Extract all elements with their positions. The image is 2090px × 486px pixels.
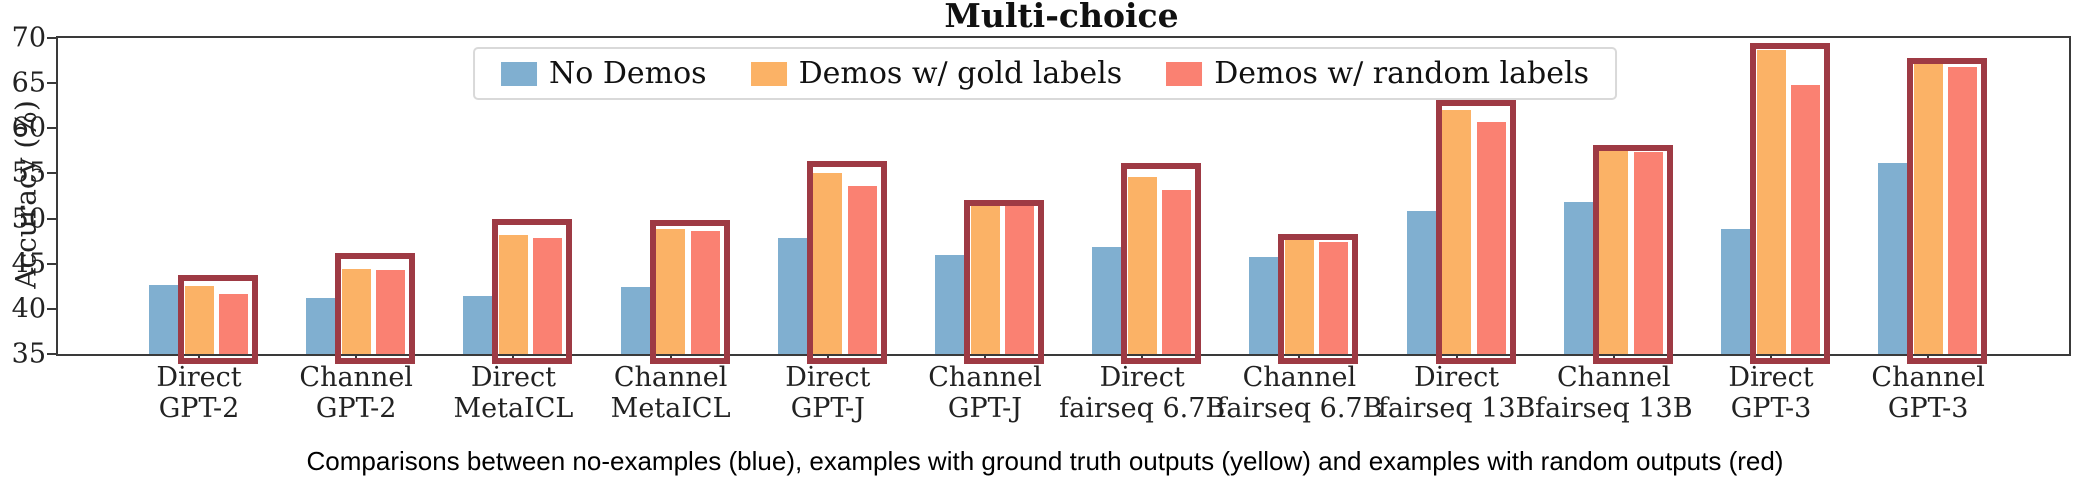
legend-item-no-demos: No Demos xyxy=(501,56,707,91)
figure-caption: Comparisons between no-examples (blue), … xyxy=(306,446,1784,476)
bar-no-demos xyxy=(1092,247,1122,354)
y-tick-label: 60 xyxy=(11,112,46,144)
bar-no-demos xyxy=(306,298,336,354)
x-tick-label: Direct MetaICL xyxy=(453,362,574,424)
x-tick-label: Channel GPT-2 xyxy=(299,362,413,424)
y-tick-label: 55 xyxy=(11,157,46,189)
bar-no-demos xyxy=(1249,257,1279,354)
legend-item-random-labels: Demos w/ random labels xyxy=(1166,56,1589,91)
y-tick-mark xyxy=(47,217,56,220)
chart-title: Multi-choice xyxy=(944,0,1179,35)
y-tick-mark xyxy=(47,172,56,175)
bar-no-demos xyxy=(149,285,178,354)
highlight-box xyxy=(649,220,730,364)
legend-label: Demos w/ gold labels xyxy=(798,56,1123,91)
bar-demos-w-random-labels xyxy=(1319,242,1349,354)
bar-no-demos xyxy=(1406,211,1436,354)
legend-swatch-gold xyxy=(750,61,787,86)
bar-no-demos xyxy=(777,238,807,354)
highlight-box xyxy=(1121,162,1202,364)
bar-demos-w-random-labels xyxy=(1948,66,1978,354)
y-tick-label: 40 xyxy=(11,293,46,325)
highlight-box xyxy=(178,275,258,364)
x-tick-label: Channel fairseq 13B xyxy=(1535,362,1693,424)
bar-demos-w-random-labels xyxy=(690,231,720,354)
y-tick-mark xyxy=(47,127,56,130)
bar-demos-w-gold-labels xyxy=(970,202,1000,354)
bar-no-demos xyxy=(1563,202,1593,354)
bar-demos-w-gold-labels xyxy=(656,229,686,354)
highlight-box xyxy=(1592,145,1673,364)
y-tick-label: 35 xyxy=(11,338,46,370)
y-tick-mark xyxy=(47,262,56,265)
x-tick-label: Direct GPT-3 xyxy=(1728,362,1814,424)
bar-no-demos xyxy=(1878,163,1908,354)
bar-demos-w-random-labels xyxy=(1005,204,1034,354)
bar-demos-w-random-labels xyxy=(1791,84,1820,354)
highlight-box xyxy=(1435,100,1516,364)
bar-demos-w-gold-labels xyxy=(184,286,214,354)
bar-no-demos xyxy=(935,254,964,354)
bar-demos-w-gold-labels xyxy=(1284,236,1314,354)
legend-label: Demos w/ random labels xyxy=(1214,56,1589,91)
legend-swatch-blue xyxy=(501,61,538,86)
bar-demos-w-random-labels xyxy=(1476,121,1506,354)
bar-demos-w-gold-labels xyxy=(498,234,528,354)
bar-demos-w-random-labels xyxy=(219,294,248,354)
bar-demos-w-gold-labels xyxy=(1599,148,1629,354)
highlight-box xyxy=(492,219,573,364)
y-tick-mark xyxy=(47,82,56,85)
highlight-box xyxy=(964,199,1044,364)
legend-item-gold-labels: Demos w/ gold labels xyxy=(750,56,1123,91)
bar-demos-w-random-labels xyxy=(1162,189,1192,354)
bar-no-demos xyxy=(463,296,493,354)
bar-demos-w-gold-labels xyxy=(341,269,371,354)
x-tick-label: Channel GPT-J xyxy=(928,362,1042,424)
bar-no-demos xyxy=(620,287,650,354)
x-tick-label: Channel GPT-3 xyxy=(1871,362,1985,424)
highlight-box xyxy=(1278,233,1359,364)
x-tick-label: Direct GPT-2 xyxy=(156,362,242,424)
legend-label: No Demos xyxy=(549,56,707,91)
bar-demos-w-random-labels xyxy=(1633,151,1663,354)
bar-demos-w-random-labels xyxy=(847,186,877,354)
y-tick-mark xyxy=(47,37,56,39)
y-tick-label: 50 xyxy=(11,203,46,235)
highlight-box xyxy=(806,160,887,364)
y-tick-label: 45 xyxy=(11,248,46,280)
y-tick-label: 65 xyxy=(11,67,46,99)
bar-demos-w-random-labels xyxy=(533,238,563,354)
bar-demos-w-gold-labels xyxy=(1756,49,1786,354)
highlight-box xyxy=(335,252,416,364)
x-tick-label: Direct fairseq 6.7B xyxy=(1059,362,1226,424)
bar-demos-w-gold-labels xyxy=(1913,63,1943,354)
highlight-box xyxy=(1750,43,1830,364)
x-tick-label: Channel MetaICL xyxy=(610,362,731,424)
bar-demos-w-random-labels xyxy=(376,270,406,354)
y-tick-label: 70 xyxy=(11,22,46,54)
bar-demos-w-gold-labels xyxy=(813,172,843,354)
y-tick-mark xyxy=(47,307,56,310)
bar-demos-w-gold-labels xyxy=(1442,110,1472,354)
x-tick-label: Channel fairseq 6.7B xyxy=(1216,362,1383,424)
bar-no-demos xyxy=(1721,228,1750,354)
highlight-box xyxy=(1907,57,1988,364)
x-tick-label: Direct fairseq 13B xyxy=(1377,362,1536,424)
x-tick-label: Direct GPT-J xyxy=(785,362,871,424)
legend: No Demos Demos w/ gold labels Demos w/ r… xyxy=(473,47,1617,100)
y-tick-mark xyxy=(47,353,56,355)
bar-demos-w-gold-labels xyxy=(1127,177,1157,354)
legend-swatch-random xyxy=(1166,61,1203,86)
